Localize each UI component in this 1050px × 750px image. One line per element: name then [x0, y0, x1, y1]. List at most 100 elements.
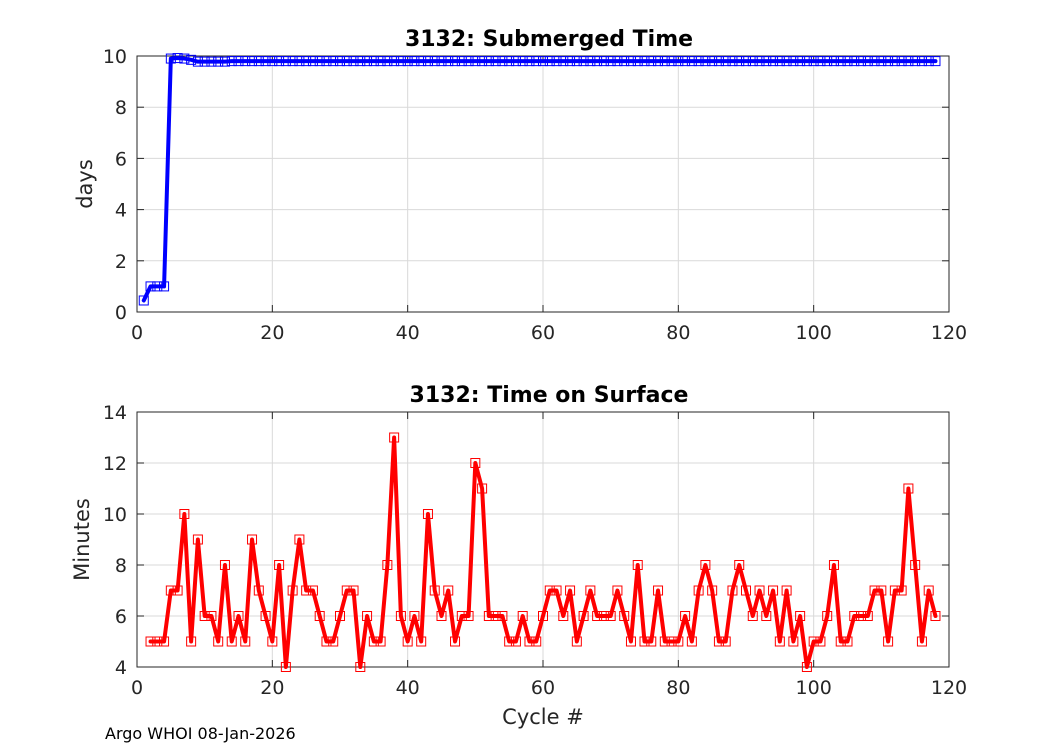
data-point-marker	[348, 585, 359, 596]
data-point-marker	[551, 56, 562, 67]
data-point-marker	[727, 56, 738, 67]
data-point-marker	[247, 56, 258, 67]
data-point-marker	[612, 56, 623, 67]
data-point-marker	[368, 636, 379, 647]
data-point-marker	[389, 56, 400, 67]
data-point-marker	[686, 56, 697, 67]
data-point-marker	[138, 295, 149, 306]
data-point-marker	[436, 611, 447, 621]
data-point-marker	[274, 56, 285, 67]
data-point-marker	[314, 56, 325, 67]
x-tick-label: 0	[131, 322, 143, 344]
data-point-marker	[883, 636, 894, 647]
data-point-marker	[416, 56, 427, 67]
y-tick-label: 4	[115, 657, 127, 679]
data-point-marker	[835, 636, 846, 647]
x-tick-label: 0	[131, 677, 143, 699]
data-point-marker	[883, 56, 894, 67]
data-point-marker	[910, 560, 921, 570]
data-point-marker	[551, 585, 562, 596]
data-point-marker	[490, 56, 501, 67]
data-point-marker	[707, 56, 718, 67]
data-point-marker	[680, 611, 691, 621]
data-point-marker	[450, 56, 461, 67]
data-point-marker	[172, 585, 183, 596]
chart-title: 3132: Submerged Time	[405, 27, 693, 52]
data-point-marker	[165, 53, 176, 64]
data-point-marker	[910, 56, 921, 67]
data-point-marker	[916, 56, 927, 67]
submerged-time-chart: 0 20 40 60 80 100 120 0 2 4 6 8 10 3132: Submerged Ti…	[73, 27, 967, 344]
data-point-marker	[869, 56, 880, 67]
data-point-marker	[280, 662, 291, 672]
data-point-marker	[734, 560, 745, 570]
data-point-marker	[226, 56, 237, 67]
data-point-marker	[145, 281, 156, 292]
data-point-marker	[253, 585, 264, 596]
data-point-marker	[483, 56, 494, 67]
data-point-marker	[240, 56, 251, 67]
data-point-marker	[666, 56, 677, 67]
data-point-marker	[774, 56, 785, 67]
data-point-marker	[450, 636, 461, 647]
data-point-marker	[280, 56, 291, 67]
data-point-marker	[159, 636, 170, 647]
data-point-marker	[788, 636, 799, 647]
data-point-marker	[747, 56, 758, 67]
data-point-marker	[287, 56, 298, 67]
data-point-marker	[923, 56, 934, 67]
data-point-marker	[720, 636, 731, 647]
data-point-marker	[639, 56, 650, 67]
data-point-marker	[240, 636, 251, 647]
data-point-marker	[362, 611, 373, 621]
data-point-marker	[192, 56, 203, 67]
data-point-marker	[727, 585, 738, 596]
data-point-marker	[673, 56, 684, 67]
data-point-marker	[774, 636, 785, 647]
data-point-marker	[741, 585, 751, 596]
data-point-marker	[632, 56, 643, 67]
x-tick-label: 60	[531, 322, 555, 344]
data-point-marker	[815, 636, 826, 647]
data-point-marker	[497, 56, 508, 67]
data-point-marker	[219, 560, 230, 570]
x-tick-label: 20	[260, 322, 284, 344]
data-point-marker	[686, 636, 697, 647]
chart-title: 3132: Time on Surface	[410, 383, 689, 408]
data-point-marker	[558, 611, 569, 621]
data-point-marker	[876, 585, 887, 596]
data-point-marker	[544, 585, 555, 596]
data-point-marker	[213, 636, 224, 647]
data-point-marker	[828, 560, 839, 570]
y-tick-label: 12	[103, 453, 127, 475]
data-point-marker	[199, 56, 210, 67]
data-point-marker	[896, 56, 907, 67]
data-point-marker	[795, 56, 806, 67]
data-point-marker	[192, 534, 203, 545]
data-point-marker	[673, 636, 684, 647]
data-point-marker	[341, 585, 352, 596]
data-point-marker	[470, 56, 481, 67]
data-point-marker	[504, 56, 515, 67]
data-point-marker	[916, 636, 927, 647]
data-point-marker	[301, 585, 312, 596]
data-point-marker	[477, 56, 488, 67]
y-tick-label: 14	[103, 402, 127, 424]
data-point-marker	[646, 56, 657, 67]
y-tick-label: 10	[103, 46, 127, 68]
data-point-marker	[741, 56, 751, 67]
data-point-marker	[700, 56, 711, 67]
data-point-marker	[341, 56, 352, 67]
data-point-marker	[558, 56, 569, 67]
data-point-marker	[930, 56, 941, 67]
data-point-marker	[186, 636, 197, 647]
data-point-marker	[856, 56, 867, 67]
data-point-marker	[680, 56, 691, 67]
data-point-marker	[788, 56, 799, 67]
data-point-marker	[862, 611, 873, 621]
data-point-marker	[842, 636, 853, 647]
data-point-marker	[307, 585, 318, 596]
data-point-marker	[152, 636, 163, 647]
x-tick-label: 80	[666, 322, 690, 344]
data-point-marker	[429, 585, 440, 596]
